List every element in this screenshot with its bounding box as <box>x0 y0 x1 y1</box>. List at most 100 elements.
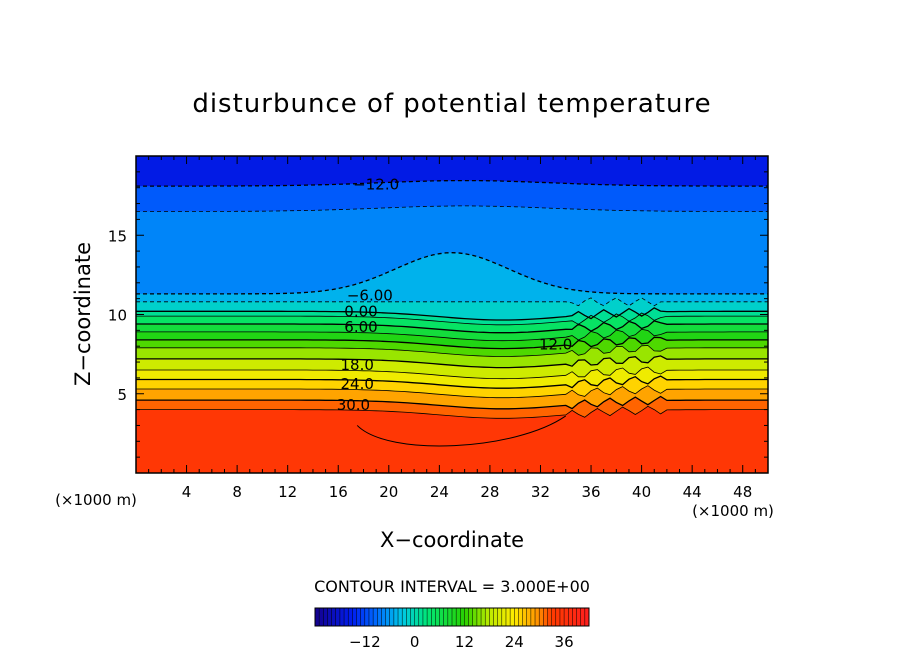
colorbar-swatch <box>410 608 415 626</box>
contour-line <box>136 355 768 369</box>
y-axis-ticks: 5 10 15 <box>108 171 768 458</box>
x-tick-label: 24 <box>430 483 449 501</box>
x-tick-label: 4 <box>182 483 192 501</box>
colorbar-swatch <box>489 608 494 626</box>
x-tick-label: 16 <box>329 483 348 501</box>
contour-line <box>136 345 768 357</box>
colorbar-swatch <box>418 608 424 626</box>
contour-label: 30.0 <box>337 396 370 414</box>
colorbar-swatch <box>339 608 345 626</box>
colorbar-swatch <box>327 608 332 626</box>
colorbar-swatch <box>435 608 440 626</box>
x-axis-ticks: 4 8 12 16 20 24 28 32 36 40 44 48 <box>148 156 756 501</box>
y-tick-label: 15 <box>108 227 127 245</box>
colorbar-tick-label: −12 <box>349 633 381 651</box>
contour-label: 18.0 <box>340 356 373 374</box>
x-tick-label: 44 <box>683 483 702 501</box>
x-tick-label: 20 <box>379 483 398 501</box>
colorbar-swatch <box>493 608 498 626</box>
colorbar-swatch <box>373 608 378 626</box>
plot-area <box>136 156 768 473</box>
colorbar-swatch <box>539 608 544 626</box>
contour-interval-text: CONTOUR INTERVAL = 3.000E+00 <box>314 577 590 596</box>
colorbar-tick-label: 24 <box>505 633 524 651</box>
colorbar-swatch <box>352 608 357 626</box>
colorbar-swatch <box>456 608 461 626</box>
colorbar-swatch <box>485 608 490 626</box>
colorbar-swatch <box>356 608 361 626</box>
contour-label: −6.00 <box>347 286 393 304</box>
colorbar-swatch <box>555 608 561 626</box>
y-tick-label: 5 <box>117 386 127 404</box>
filled-contour-bands <box>136 156 768 473</box>
contour-line <box>136 385 768 399</box>
colorbar-swatch <box>406 608 411 626</box>
colorbar-swatch <box>510 608 515 626</box>
contour-line <box>136 395 768 410</box>
x-tick-label: 12 <box>278 483 297 501</box>
contour-label: −12.0 <box>353 176 399 194</box>
colorbar-swatch <box>389 608 395 626</box>
contour-label: 12.0 <box>539 336 572 354</box>
colorbar-swatch <box>564 608 569 626</box>
colorbar-swatch <box>464 608 469 626</box>
colorbar-swatch <box>572 608 577 626</box>
colorbar-swatch <box>505 608 511 626</box>
colorbar-swatch <box>385 608 391 626</box>
chart-title: disturbunce of potential temperature <box>192 89 711 119</box>
colorbar <box>315 608 590 626</box>
x-tick-label: 28 <box>480 483 499 501</box>
colorbar-swatch <box>398 608 403 626</box>
colorbar-tick-label: 36 <box>555 633 574 651</box>
y-tick-label: 10 <box>108 307 127 325</box>
contour-line <box>136 336 768 350</box>
colorbar-swatch <box>460 608 465 626</box>
contour-line <box>136 252 768 295</box>
colorbar-swatch <box>481 608 486 626</box>
contour-band <box>136 406 768 473</box>
colorbar-swatch <box>472 608 478 626</box>
colorbar-swatch <box>576 608 581 626</box>
colorbar-swatch <box>323 608 328 626</box>
contour-label: 24.0 <box>340 375 373 393</box>
colorbar-swatch <box>381 608 386 626</box>
colorbar-swatch <box>360 608 366 626</box>
colorbar-frame <box>314 607 590 627</box>
contour-line <box>136 375 768 389</box>
colorbar-swatch <box>439 608 444 626</box>
contour-line <box>136 297 768 307</box>
colorbar-swatch <box>580 608 586 626</box>
colorbar-swatch <box>468 608 474 626</box>
colorbar-swatch <box>447 608 453 626</box>
x-tick-label: 40 <box>632 483 651 501</box>
colorbar-swatch <box>344 608 349 626</box>
colorbar-swatch <box>348 608 353 626</box>
contour-labels: −12.0 −6.000.006.00 12.0 18.024.0 30.0 <box>337 176 573 414</box>
colorbar-swatch <box>584 608 590 626</box>
colorbar-swatch <box>427 608 432 626</box>
y-axis-label: Z−coordinate <box>71 242 95 386</box>
contour-line <box>136 307 768 321</box>
colorbar-tick-label: 0 <box>410 633 420 651</box>
colorbar-swatch <box>443 608 449 626</box>
colorbar-swatch <box>377 608 382 626</box>
contour-label: 0.00 <box>344 302 377 320</box>
colorbar-ticks: −12 0 12 24 36 <box>349 633 574 651</box>
colorbar-swatch <box>393 608 399 626</box>
colorbar-tick-label: 12 <box>455 633 474 651</box>
colorbar-swatch <box>331 608 337 626</box>
colorbar-swatch <box>514 608 519 626</box>
x-tick-label: 48 <box>733 483 752 501</box>
x-tick-label: 32 <box>531 483 550 501</box>
colorbar-swatch <box>518 608 523 626</box>
x-tick-label: 8 <box>232 483 242 501</box>
colorbar-swatch <box>551 608 557 626</box>
contour-line <box>136 320 768 334</box>
colorbar-swatch <box>364 608 370 626</box>
colorbar-swatch <box>422 608 428 626</box>
colorbar-swatch <box>522 608 528 626</box>
colorbar-swatch <box>414 608 420 626</box>
contour-lines <box>136 179 768 447</box>
colorbar-swatch <box>543 608 548 626</box>
colorbar-swatch <box>402 608 407 626</box>
